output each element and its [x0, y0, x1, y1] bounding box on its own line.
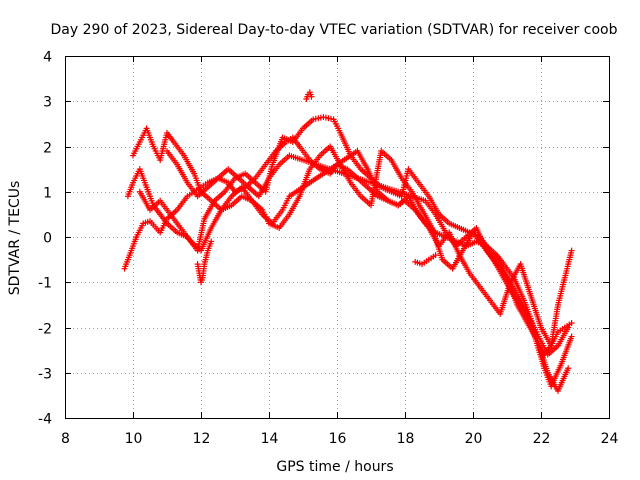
- y-tick-label: -3: [38, 367, 52, 383]
- y-tick-label: -4: [38, 412, 52, 428]
- chart-title: Day 290 of 2023, Sidereal Day-to-day VTE…: [51, 22, 618, 38]
- y-tick-label: -2: [38, 322, 52, 338]
- x-axis-label: GPS time / hours: [276, 459, 393, 475]
- data-point: [568, 319, 575, 326]
- y-axis-label: SDTVAR / TECUs: [7, 181, 23, 296]
- data-point: [565, 324, 572, 331]
- x-tick-label: 14: [261, 431, 279, 447]
- y-tick-label: 0: [43, 231, 52, 247]
- grid-layer: [65, 56, 609, 418]
- y-tick-label: 4: [43, 50, 52, 66]
- y-tick-label: 1: [43, 186, 52, 202]
- y-tick-label: 2: [43, 141, 52, 157]
- data-point: [208, 238, 215, 245]
- data-point: [308, 93, 315, 100]
- data-point: [565, 365, 572, 372]
- data-point: [432, 252, 439, 259]
- data-point: [568, 247, 575, 254]
- x-tick-label: 12: [193, 431, 211, 447]
- x-tick-label: 18: [397, 431, 415, 447]
- x-tick-label: 22: [533, 431, 551, 447]
- x-tick-label: 16: [329, 431, 347, 447]
- x-tick-label: 20: [465, 431, 483, 447]
- marks-layer: [121, 89, 575, 394]
- y-tick-label: -1: [38, 276, 52, 292]
- x-tick-label: 8: [61, 431, 70, 447]
- x-tick-label: 24: [601, 431, 619, 447]
- y-tick-label: 3: [43, 95, 52, 111]
- x-tick-label: 10: [125, 431, 143, 447]
- data-point: [568, 333, 575, 340]
